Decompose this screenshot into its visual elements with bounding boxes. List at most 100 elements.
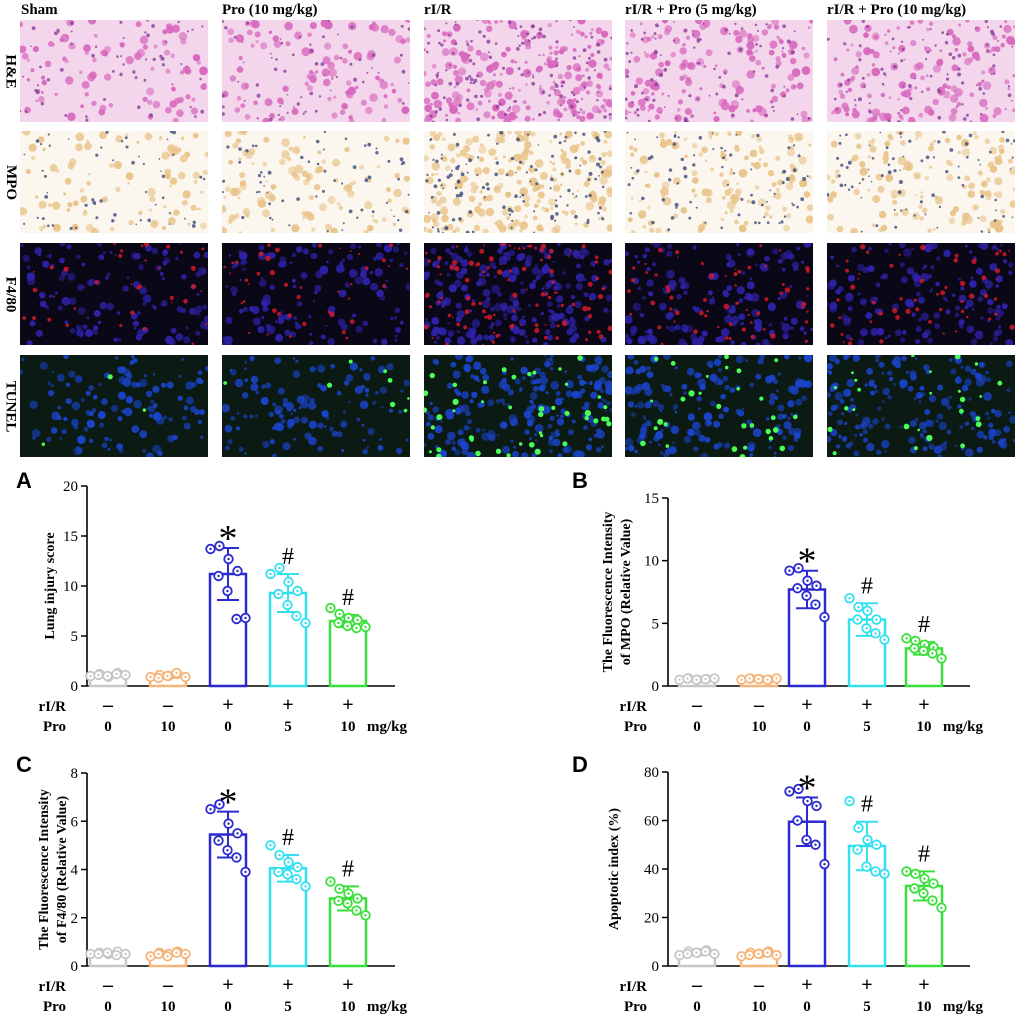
data-point-center-a-1 <box>184 675 187 679</box>
data-point-center-d-4 <box>914 872 917 876</box>
data-point-center-c-2 <box>227 822 230 825</box>
micrograph-f480-0 <box>20 243 208 345</box>
data-point-center-b-0 <box>695 678 698 681</box>
data-point-center-c-2 <box>235 856 238 859</box>
data-point-center-b-3 <box>866 609 869 612</box>
x-unit-label-b: mg/kg <box>943 719 984 735</box>
data-point-center-b-4 <box>931 652 934 655</box>
row-label-mpo-text: MPO <box>2 164 19 200</box>
column-title-sham: Sham <box>21 2 58 18</box>
data-point-center-d-3 <box>856 848 859 851</box>
data-point-center-b-1 <box>748 677 751 680</box>
data-point-center-d-2 <box>806 799 809 803</box>
data-point-center-a-0 <box>106 674 109 678</box>
x-row-label-pro-d: Pro <box>624 999 647 1015</box>
y-axis-label-d: Apoptotic index (%) <box>607 808 622 930</box>
significance-mark-a-3: # <box>282 544 294 570</box>
y-axis-label-b: The Fluorescence Intensity of MPO (Relati… <box>601 512 634 673</box>
data-point-center-b-4 <box>923 643 926 646</box>
micrograph-he-4 <box>827 20 1015 122</box>
y-tick-label-b: 0 <box>652 679 660 695</box>
data-point-center-c-4 <box>347 892 350 895</box>
x-rir-value-c-3: + <box>282 974 293 996</box>
x-row-label-rir-d: rI/R <box>620 979 648 995</box>
data-point-center-d-1 <box>766 951 769 954</box>
data-point-center-d-2 <box>815 804 818 808</box>
data-point-center-c-0 <box>124 952 127 956</box>
data-point-center-a-2 <box>218 544 221 548</box>
x-pro-value-b-3: 5 <box>863 719 871 735</box>
data-point-center-c-3 <box>287 861 290 864</box>
data-point-center-b-2 <box>797 566 800 570</box>
micrograph-tunel-0 <box>20 355 208 457</box>
significance-mark-d-2: * <box>798 767 817 809</box>
x-pro-value-d-1: 10 <box>752 999 767 1015</box>
micrograph-mpo-1 <box>222 131 410 233</box>
data-point-center-a-3 <box>269 572 272 576</box>
data-point-center-d-4 <box>931 899 934 902</box>
x-pro-value-b-4: 10 <box>917 719 932 735</box>
significance-mark-a-4: # <box>342 585 354 611</box>
row-label-f480: F4/80 <box>0 243 20 345</box>
data-point-center-a-3 <box>295 614 298 618</box>
data-point-center-d-3 <box>883 872 886 876</box>
x-pro-value-c-1: 10 <box>161 999 176 1015</box>
x-unit-label-c: mg/kg <box>367 999 408 1015</box>
data-point-center-c-1 <box>175 951 178 954</box>
x-rir-value-d-0: – <box>691 974 703 996</box>
data-point-center-d-3 <box>848 799 851 803</box>
x-rir-value-a-0: – <box>102 694 114 716</box>
y-tick-label-a: 0 <box>71 679 79 695</box>
y-tick-label-c: 2 <box>71 911 79 927</box>
data-point-center-d-1 <box>757 952 760 956</box>
x-rir-value-d-1: – <box>753 974 765 996</box>
y-tick-label-d: 0 <box>652 959 660 975</box>
x-pro-value-a-4: 10 <box>341 719 356 735</box>
y-tick-label-b: 10 <box>644 554 659 570</box>
x-row-label-rir-b: rI/R <box>620 699 648 715</box>
x-pro-value-b-1: 10 <box>752 719 767 735</box>
data-point-center-b-3 <box>857 605 860 609</box>
chart-panel-a: A 0 5 10 15 20 Lung injury score * # # rI/R Pro – – + +… <box>16 468 408 735</box>
data-point-center-d-0 <box>686 952 689 956</box>
x-rir-value-b-0: – <box>691 694 703 716</box>
micrograph-he-0 <box>20 20 208 122</box>
x-rir-value-d-3: + <box>861 974 872 996</box>
x-pro-value-a-0: 0 <box>104 719 112 735</box>
data-point-center-b-3 <box>874 632 877 635</box>
x-rir-value-c-0: – <box>102 974 114 996</box>
data-point-center-c-4 <box>337 899 340 903</box>
data-point-center-c-2 <box>218 803 221 806</box>
y-tick-label-c: 6 <box>71 814 79 830</box>
data-point-center-a-4 <box>355 626 358 630</box>
data-point-center-b-4 <box>940 657 943 660</box>
significance-mark-a-2: * <box>219 518 238 560</box>
data-point-center-d-1 <box>775 953 778 957</box>
y-axis-label-a: Lung injury score <box>43 532 58 639</box>
data-point-center-c-1 <box>149 955 152 958</box>
x-pro-value-c-0: 0 <box>104 999 112 1015</box>
x-pro-value-b-2: 0 <box>803 719 811 735</box>
panel-letter-c: C <box>16 752 32 777</box>
data-point-center-b-4 <box>913 647 916 650</box>
data-point-center-d-2 <box>796 819 799 822</box>
data-point-center-c-2 <box>236 832 239 835</box>
x-row-label-rir-c: rI/R <box>39 979 67 995</box>
x-unit-label-a: mg/kg <box>367 719 408 735</box>
x-row-label-pro-a: Pro <box>43 719 66 735</box>
data-point-center-c-3 <box>286 873 289 876</box>
column-title-rir-pro-5: rI/R + Pro (5 mg/kg) <box>625 2 757 18</box>
y-tick-label-b: 5 <box>652 616 660 632</box>
data-point-center-a-2 <box>227 557 230 561</box>
x-row-label-rir-a: rI/R <box>39 699 67 715</box>
data-point-center-a-3 <box>286 603 289 607</box>
y-tick-label-a: 10 <box>63 579 78 595</box>
data-point-center-b-4 <box>922 649 925 653</box>
data-point-center-b-0 <box>686 677 689 680</box>
data-point-center-b-3 <box>865 627 868 630</box>
data-point-center-c-2 <box>226 849 229 852</box>
panel-letter-d: D <box>572 752 588 777</box>
micrograph-he-2 <box>424 20 612 122</box>
x-rir-value-b-1: – <box>753 694 765 716</box>
